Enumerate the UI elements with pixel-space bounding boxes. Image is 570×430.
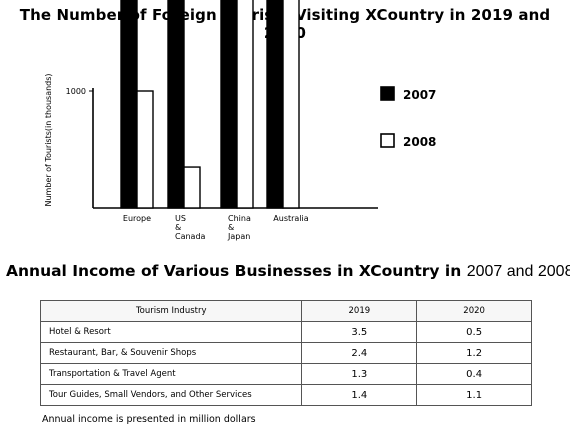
category-label: & [228,223,234,232]
bar-2008-australia [282,0,300,209]
table-row: Hotel & Resort 3.5 0.5 [39,321,532,343]
category-label: US [175,214,186,223]
cell-2020: 1.1 [416,384,532,406]
cell-2020: 0.5 [416,321,532,343]
cell-2020: 1.2 [416,342,532,364]
cell-2019: 1.4 [301,384,418,406]
category-label: China [228,214,251,223]
category-label: Canada [175,232,206,241]
row-label: Tour Guides, Small Vendors, and Other Se… [39,384,303,406]
legend-label-2007: 2007 [403,88,436,102]
table-row: Restaurant, Bar, & Souvenir Shops 2.4 1.… [39,342,532,364]
category-label: Australia [273,214,308,223]
row-label: Hotel & Resort [39,321,303,343]
table-header-row: Tourism Industry 2019 2020 [39,300,532,322]
table-row: Transportation & Travel Agent 1.3 0.4 [39,363,532,385]
header-2020: 2020 [416,300,532,322]
header-industry: Tourism Industry [39,300,303,322]
table-title-years: 2007 and 2008 [466,263,570,280]
table-title: Annual Income of Various Businesses in X… [6,262,570,281]
row-label: Transportation & Travel Agent [39,363,303,385]
cell-2019: 3.5 [301,321,418,343]
header-2019: 2019 [301,300,418,322]
cell-2019: 1.3 [301,363,418,385]
bar-2008-us-canada [183,166,201,209]
y-axis-title: Number of Tourists(in thousands) [44,73,53,206]
bar-chart: 100020003000Number of Tourists(in thousa… [44,0,436,241]
bar-2007-australia [266,0,284,209]
cell-2020: 0.4 [416,363,532,385]
y-tick-label: 1000 [66,87,86,96]
bar-2007-us-canada [167,0,185,209]
row-label: Restaurant, Bar, & Souvenir Shops [39,342,303,364]
income-table: Tourism Industry 2019 2020 Hotel & Resor… [39,300,532,406]
bar-2008-europe [136,90,154,209]
bar-2007-europe [120,0,138,209]
category-label: & [175,223,181,232]
cell-2019: 2.4 [301,342,418,364]
table-title-main: Annual Income of Various Businesses in X… [6,262,462,280]
bar-2008-china-japan [236,0,254,209]
category-label: Europe [123,214,151,223]
table-footnote: Annual income is presented in million do… [42,414,256,425]
legend-label-2008: 2008 [403,135,436,149]
bar-2007-china-japan [220,0,238,209]
category-label: Japan [227,232,250,241]
legend-swatch-2008 [380,133,395,148]
legend-swatch-2007 [380,86,395,101]
table-row: Tour Guides, Small Vendors, and Other Se… [39,384,532,406]
